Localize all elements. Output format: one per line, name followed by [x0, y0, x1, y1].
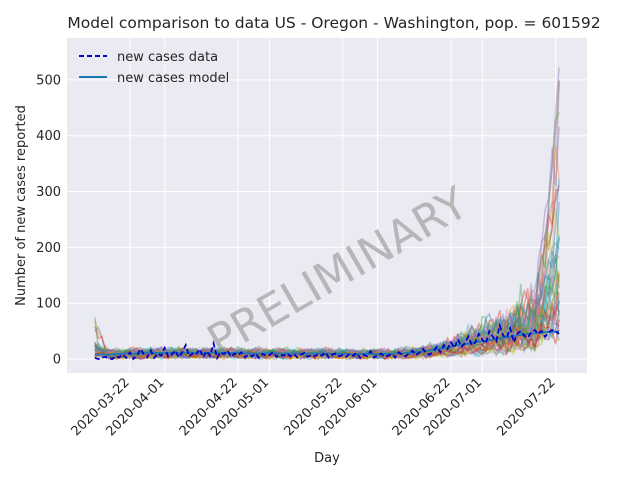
y-tick-label: 400 — [36, 129, 61, 144]
plot-area — [67, 38, 587, 373]
x-axis-label: Day — [314, 451, 340, 466]
legend-label-model: new cases model — [117, 71, 229, 86]
legend-label-data: new cases data — [117, 50, 218, 65]
ensemble-line — [94, 317, 560, 361]
y-tick-label: 100 — [36, 297, 61, 312]
x-tick-label: 2020-07-22 — [494, 375, 558, 439]
ensemble-line — [94, 273, 560, 358]
chart-title: Model comparison to data US - Oregon - W… — [67, 14, 600, 32]
y-tick-label: 0 — [53, 353, 61, 368]
series — [94, 322, 560, 361]
y-tick-label: 200 — [36, 241, 61, 256]
ensemble-line — [94, 312, 560, 359]
grid — [67, 38, 587, 373]
y-tick-label: 300 — [36, 185, 61, 200]
y-tick-label: 500 — [36, 73, 61, 88]
ensemble-line — [94, 67, 560, 360]
ensemble-line — [94, 189, 560, 358]
series-line-data — [94, 322, 560, 361]
y-axis-label: Number of new cases reported — [14, 105, 29, 306]
y-tick-labels: 0 100 200 300 400 500 — [36, 73, 61, 367]
legend: new cases data new cases model — [79, 50, 229, 86]
